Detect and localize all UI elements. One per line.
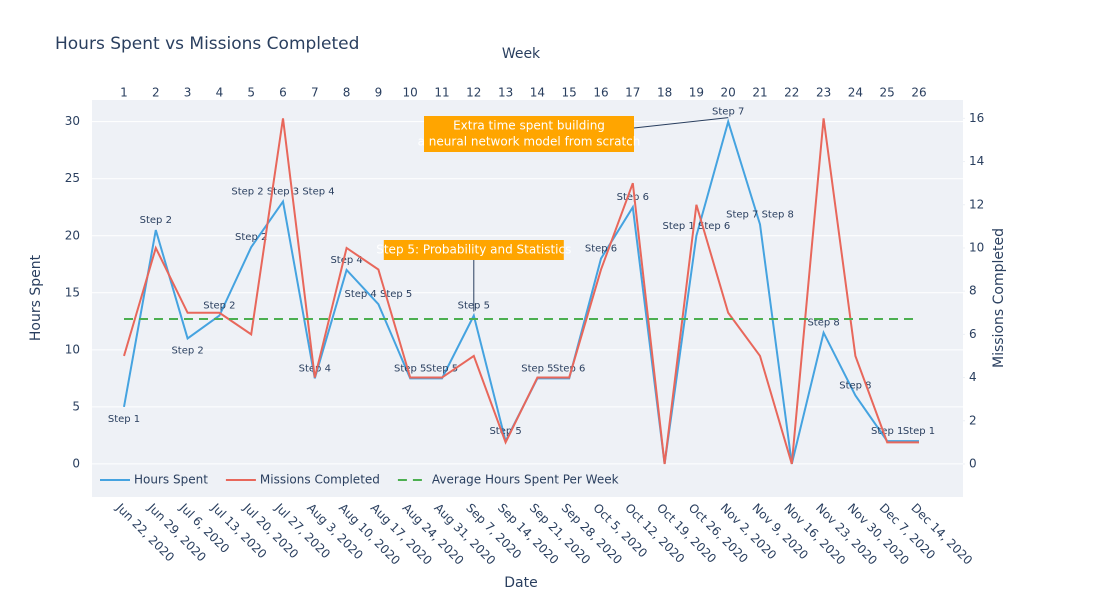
legend-label: Missions Completed <box>260 473 380 487</box>
x-axis-title: Date <box>504 575 537 591</box>
point-label: Step 4 <box>299 363 331 374</box>
point-label: Step 1 <box>108 414 140 425</box>
point-label: Step 5 <box>426 363 458 374</box>
annotation-box <box>424 116 634 152</box>
y2-tick-label: 6 <box>969 327 977 341</box>
x2-tick-label: 8 <box>343 86 351 100</box>
x2-tick-label: 17 <box>625 86 640 100</box>
y-tick-label: 5 <box>72 399 80 413</box>
y2-tick-label: 10 <box>969 240 984 254</box>
x2-tick-label: 2 <box>152 86 160 100</box>
point-label: Step 4 Step 5 <box>344 289 412 300</box>
point-label: Step 2 <box>140 215 172 226</box>
x2-tick-label: 15 <box>562 86 577 100</box>
y-tick-label: 25 <box>65 171 80 185</box>
point-label: Step 2 <box>235 232 267 243</box>
point-label: Step 7 Step 8 <box>726 209 794 220</box>
x2-tick-label: 24 <box>848 86 863 100</box>
series-line <box>123 118 919 465</box>
x2-tick-label: 11 <box>434 86 449 100</box>
point-label: Step 6 <box>585 244 617 255</box>
point-label: Step 5 <box>521 363 553 374</box>
plot-area <box>92 100 963 497</box>
x2-tick-label: 6 <box>279 86 287 100</box>
y-tick-label: 20 <box>65 228 80 242</box>
point-label: Step 5 <box>394 363 426 374</box>
annotation-arrow <box>633 117 729 129</box>
x2-tick-label: 1 <box>120 86 128 100</box>
y-tick-label: 10 <box>65 342 80 356</box>
x2-tick-label: 20 <box>721 86 736 100</box>
y2-tick-label: 4 <box>969 370 977 384</box>
point-label: Step 8 <box>839 380 871 391</box>
y-axis-title: Hours Spent <box>28 254 44 341</box>
point-label: Step 2 <box>171 345 203 356</box>
y-tick-label: 15 <box>65 285 80 299</box>
x2-tick-label: 22 <box>784 86 799 100</box>
point-label: Step 8 <box>807 318 839 329</box>
legend-label: Hours Spent <box>134 473 208 487</box>
point-label: Step 6 <box>553 363 585 374</box>
y2-tick-label: 14 <box>969 154 984 168</box>
annotation-text: Step 5: Probability and Statistics <box>376 243 571 257</box>
x2-tick-label: 16 <box>593 86 608 100</box>
point-label: Step 1 Step 6 <box>662 221 730 232</box>
annotation-box <box>383 240 564 260</box>
annotation-text: Extra time spent building <box>453 119 605 133</box>
point-label: Step 4 <box>330 255 362 266</box>
x2-tick-label: 13 <box>498 86 513 100</box>
x2-tick-label: 5 <box>247 86 255 100</box>
point-label: Step 5 <box>489 426 521 437</box>
point-label: Step 1 <box>903 426 935 437</box>
x2-tick-label: 26 <box>911 86 926 100</box>
x2-tick-label: 3 <box>184 86 192 100</box>
x2-tick-label: 18 <box>657 86 672 100</box>
x2-tick-label: 10 <box>403 86 418 100</box>
legend-label: Average Hours Spent Per Week <box>432 473 619 487</box>
x2-tick-label: 7 <box>311 86 319 100</box>
y-tick-label: 0 <box>72 456 80 470</box>
point-label: Step 1 <box>871 426 903 437</box>
x2-tick-label: 12 <box>466 86 481 100</box>
point-label: Step 7 <box>712 107 744 118</box>
x2-tick-label: 25 <box>880 86 895 100</box>
x2-tick-label: 21 <box>752 86 767 100</box>
y2-tick-label: 16 <box>969 111 984 125</box>
x2-tick-label: 4 <box>216 86 224 100</box>
annotation-text: a neural network model from scratch <box>418 135 641 149</box>
y2-tick-label: 8 <box>969 284 977 298</box>
x2-axis-title: Week <box>502 46 541 62</box>
y-tick-label: 30 <box>65 114 80 128</box>
point-label: Step 2 <box>203 301 235 312</box>
x2-tick-label: 14 <box>530 86 545 100</box>
point-label: Step 6 <box>617 192 649 203</box>
y2-tick-label: 2 <box>969 413 977 427</box>
x2-tick-label: 23 <box>816 86 831 100</box>
x2-tick-label: 19 <box>689 86 704 100</box>
y2-tick-label: 0 <box>969 456 977 470</box>
y2-tick-label: 12 <box>969 197 984 211</box>
chart-title: Hours Spent vs Missions Completed <box>55 34 359 54</box>
x2-tick-label: 9 <box>375 86 383 100</box>
point-label: Step 2 Step 3 Step 4 <box>231 187 334 198</box>
y2-axis-title: Missions Completed <box>991 228 1007 368</box>
